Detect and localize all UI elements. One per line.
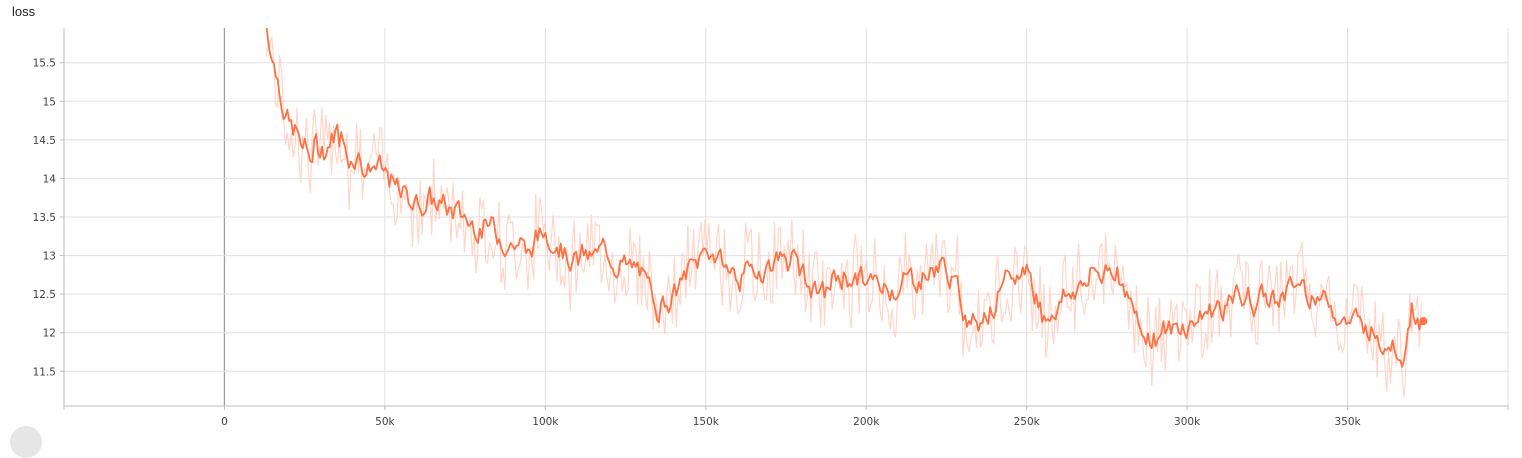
y-tick-label: 14 xyxy=(43,173,57,185)
x-tick-label: 350k xyxy=(1334,416,1361,428)
x-tick-labels: 0 50k 100k 150k 200k 250k 300k 350k xyxy=(221,416,1361,428)
chart-title: loss xyxy=(12,4,36,19)
y-tick-label: 14.5 xyxy=(33,135,56,147)
x-tick-label: 250k xyxy=(1014,416,1041,428)
y-tick-label: 13.5 xyxy=(33,212,56,224)
x-tick-label: 200k xyxy=(853,416,880,428)
y-tick-label: 12.5 xyxy=(33,289,56,301)
y-tick-label: 11.5 xyxy=(33,366,56,378)
grid xyxy=(64,28,1509,406)
y-tick-label: 15 xyxy=(43,96,56,108)
fab-button[interactable] xyxy=(10,426,42,458)
raw-series-line xyxy=(265,36,1422,398)
y-tick-label: 15.5 xyxy=(33,58,56,70)
x-tick-label: 50k xyxy=(375,416,395,428)
smoothed-series-line xyxy=(265,28,1423,368)
y-tick-labels: 11.5 12 12.5 13 13.5 14 14.5 15 15.5 xyxy=(33,58,57,379)
y-tick-label: 12 xyxy=(43,328,56,340)
series-layer xyxy=(265,28,1423,398)
series-end-marker[interactable] xyxy=(1419,317,1428,326)
loss-chart: 11.5 12 12.5 13 13.5 14 14.5 15 15.5 0 50k 100k 150… xyxy=(33,28,1509,428)
x-tick-label: 100k xyxy=(532,416,559,428)
y-tick-label: 13 xyxy=(43,251,56,263)
axes xyxy=(60,28,1509,410)
x-tick-label: 0 xyxy=(221,416,228,428)
x-tick-label: 150k xyxy=(693,416,720,428)
x-tick-label: 300k xyxy=(1174,416,1201,428)
